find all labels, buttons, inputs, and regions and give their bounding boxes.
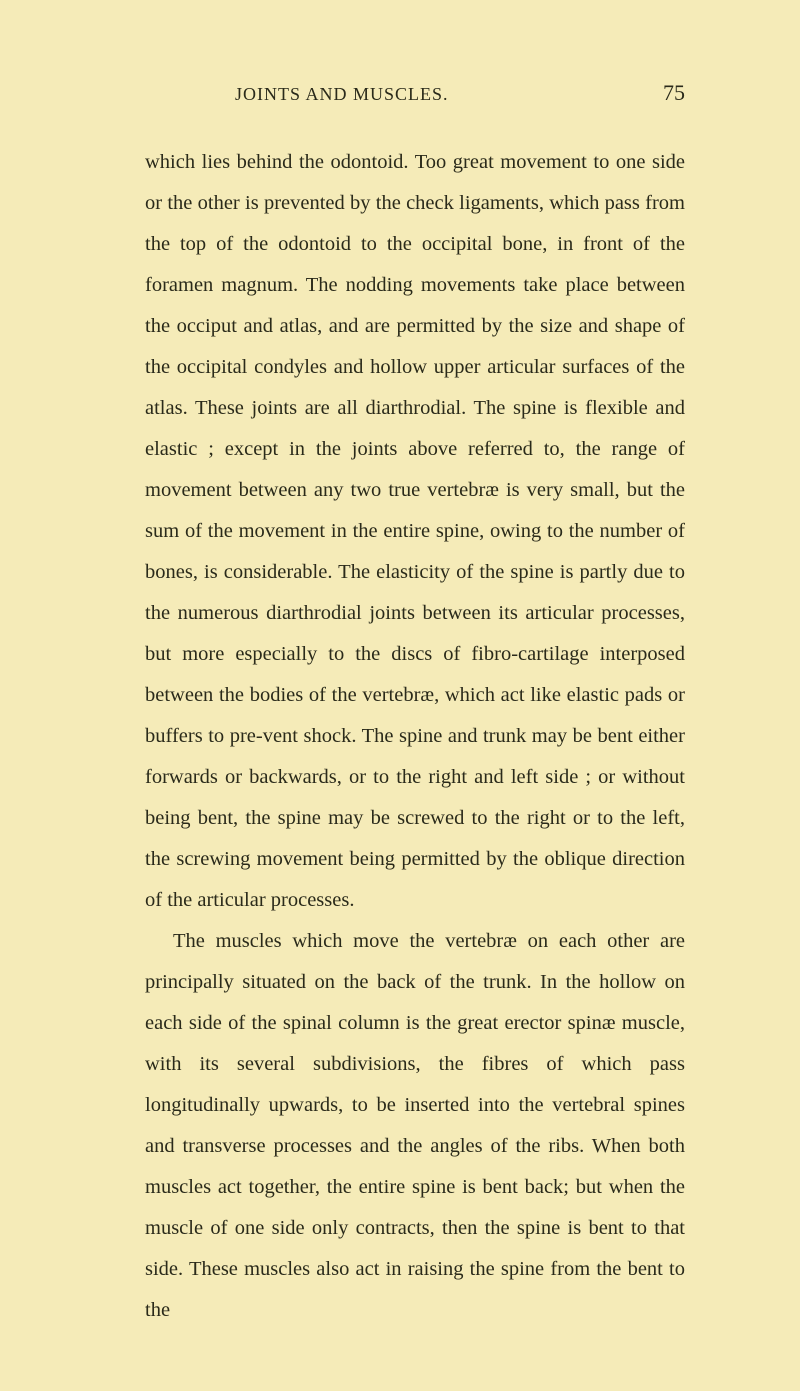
- body-text: which lies behind the odontoid. Too grea…: [145, 142, 685, 1331]
- page-container: JOINTS AND MUSCLES. 75 which lies behind…: [0, 0, 800, 1391]
- header-title: JOINTS AND MUSCLES.: [235, 84, 449, 105]
- paragraph-1: which lies behind the odontoid. Too grea…: [145, 142, 685, 921]
- paragraph-2: The muscles which move the vertebræ on e…: [145, 921, 685, 1331]
- page-header: JOINTS AND MUSCLES. 75: [145, 80, 685, 106]
- page-number: 75: [663, 80, 685, 106]
